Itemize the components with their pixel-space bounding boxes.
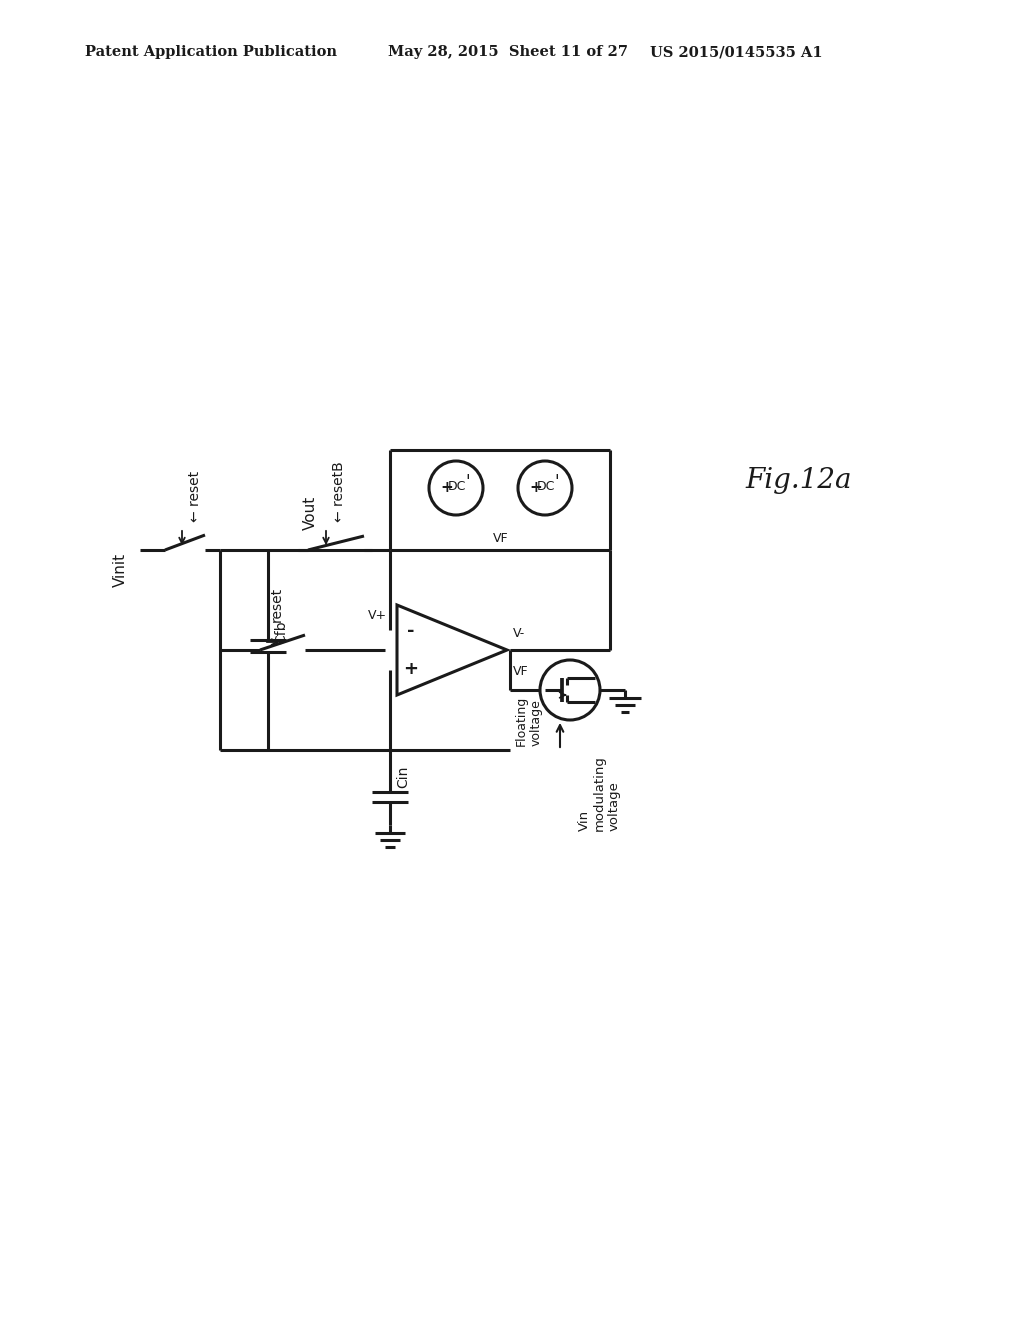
Text: Vinit: Vinit xyxy=(113,553,128,587)
Text: ← reset: ← reset xyxy=(188,471,202,521)
Text: Patent Application Publication: Patent Application Publication xyxy=(85,45,337,59)
Text: Cfb: Cfb xyxy=(274,620,288,644)
Text: Floating
voltage: Floating voltage xyxy=(515,696,543,746)
Text: V+: V+ xyxy=(368,609,387,622)
Text: Fig.12a: Fig.12a xyxy=(745,466,852,494)
Text: DC: DC xyxy=(537,480,555,494)
Text: -: - xyxy=(408,622,415,640)
Text: +: + xyxy=(440,479,454,495)
Text: VF: VF xyxy=(493,532,508,544)
Text: VF: VF xyxy=(513,665,528,678)
Text: Vin
modulating
voltage: Vin modulating voltage xyxy=(578,755,621,830)
Text: V-: V- xyxy=(513,627,525,640)
Text: +: + xyxy=(529,479,543,495)
Text: reset: reset xyxy=(270,587,284,622)
Text: ': ' xyxy=(466,473,470,491)
Text: May 28, 2015  Sheet 11 of 27: May 28, 2015 Sheet 11 of 27 xyxy=(388,45,628,59)
Text: Cin: Cin xyxy=(396,766,410,788)
Text: US 2015/0145535 A1: US 2015/0145535 A1 xyxy=(650,45,822,59)
Text: ': ' xyxy=(555,473,559,491)
Text: Vout: Vout xyxy=(303,496,318,531)
Text: +: + xyxy=(403,660,419,678)
Text: ← resetB: ← resetB xyxy=(332,461,346,521)
Text: DC: DC xyxy=(447,480,466,494)
